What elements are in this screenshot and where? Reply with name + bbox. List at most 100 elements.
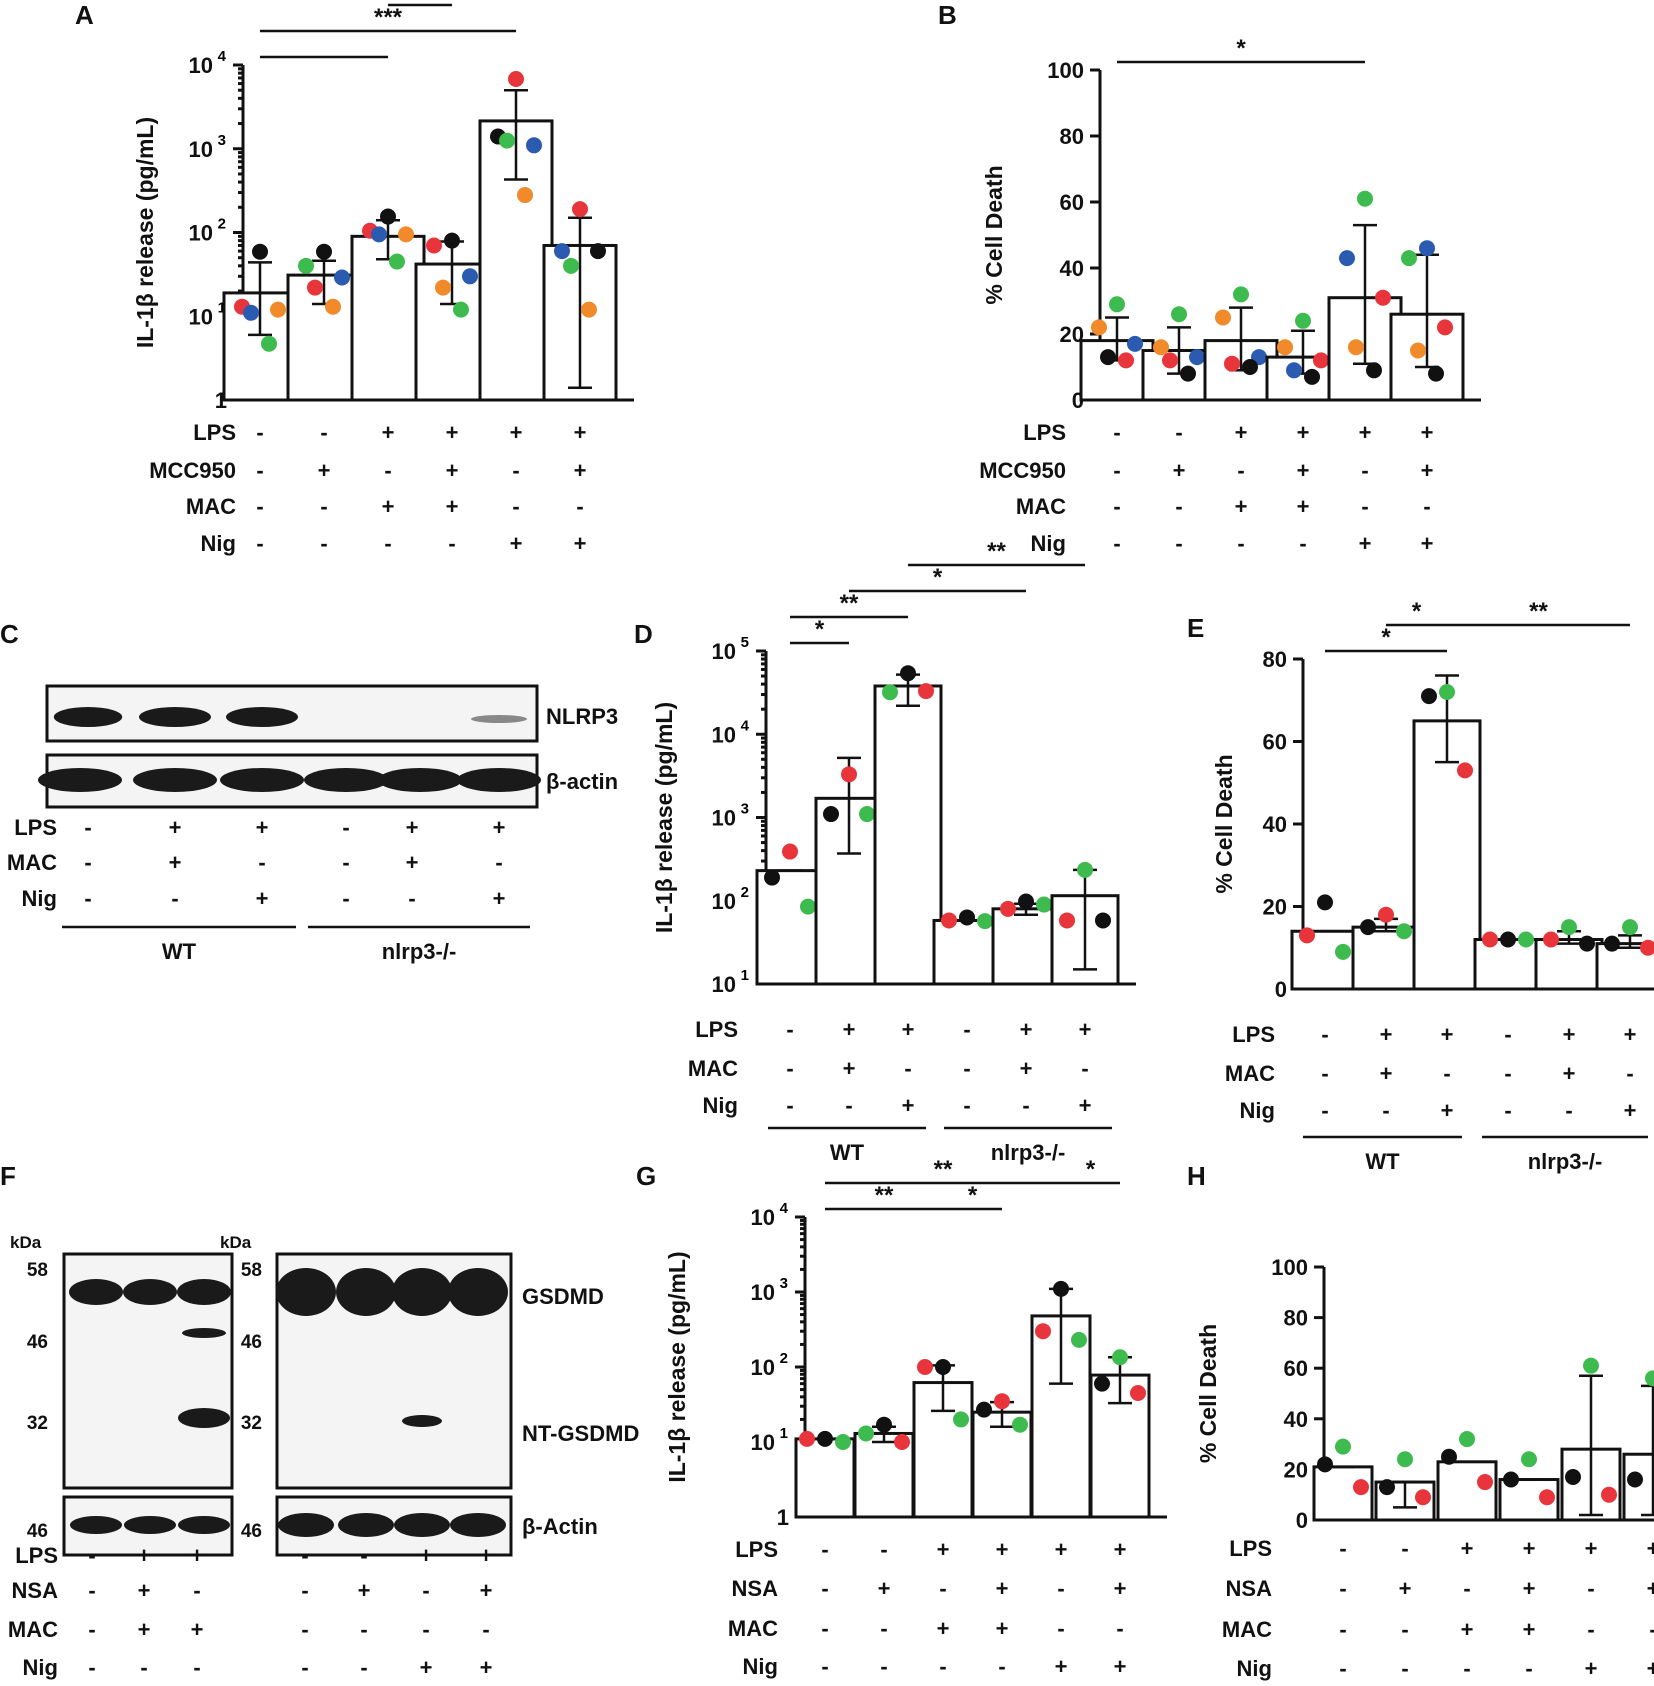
treatment-row-label: LPS [1229,1536,1272,1561]
significance-label: * [968,1182,978,1209]
data-point [1215,309,1231,326]
y-tick-exponent: 2 [218,216,226,233]
data-point [581,301,597,318]
panel-label-H: H [1187,1161,1206,1191]
treatment-row-label: MAC [7,850,57,875]
y-tick-label: 10 [189,137,213,162]
treatment-sign: - [939,1654,946,1679]
group-wt-E-label: WT [1365,1149,1400,1174]
group-ko-E-label: nlrp3-/- [1528,1149,1603,1174]
treatment-sign: + [169,850,182,875]
treatment-sign: - [448,531,455,556]
data-point [526,137,542,154]
y-tick-exponent: 1 [741,967,749,984]
kda-title: kDa [10,1233,42,1252]
treatment-sign: - [1587,1617,1594,1642]
kda-mark: 32 [27,1413,48,1434]
y-tick-exponent: 1 [218,299,226,316]
kda-mark: 46 [27,1521,48,1542]
y-axis-title: % Cell Death [1211,754,1237,893]
treatment-sign: + [1359,531,1372,556]
kda-mark: 58 [27,1260,48,1281]
data-point [1518,931,1534,948]
data-point [935,1359,951,1375]
treatment-sign: - [1401,1536,1408,1561]
treatment-sign: + [446,458,459,483]
treatment-sign: - [1504,1098,1511,1123]
treatment-sign: + [1585,1656,1598,1681]
treatment-row-label: MAC [8,1617,58,1642]
treatment-sign: + [382,420,395,445]
treatment-sign: - [320,494,327,519]
treatment-sign: - [1361,458,1368,483]
data-point [298,257,314,274]
treatment-sign: - [1113,420,1120,445]
data-point [1419,240,1435,257]
y-tick-exponent: 5 [741,634,749,651]
panel-label-F: F [0,1161,16,1191]
treatment-sign: - [1525,1656,1532,1681]
treatment-sign: - [786,1093,793,1118]
treatment-sign: + [382,494,395,519]
bar [873,684,943,986]
treatment-sign: - [1321,1098,1328,1123]
treatment-sign: - [342,850,349,875]
treatment-sign: - [1237,531,1244,556]
treatment-sign: + [574,531,587,556]
treatment-sign: - [256,494,263,519]
treatment-sign: - [360,1617,367,1642]
data-point [1477,1474,1493,1491]
treatment-sign: - [1339,1617,1346,1642]
data-point [1286,362,1302,379]
y-tick-label: 10 [712,972,736,997]
y-tick-exponent: 4 [780,1200,789,1217]
treatment-sign: + [138,1543,151,1568]
treatment-sign: - [258,850,265,875]
y-axis-title: IL-1β release (pg/mL) [664,1251,690,1482]
bar [755,869,825,986]
treatment-sign: + [574,458,587,483]
data-point [1543,931,1559,948]
treatment-sign: - [301,1578,308,1603]
treatment-sign: + [446,494,459,519]
data-point [1339,250,1355,267]
treatment-sign: + [1079,1017,1092,1042]
data-point [1095,912,1111,929]
bar [350,234,426,402]
treatment-sign: + [996,1616,1009,1641]
bar [932,918,1002,986]
data-point [1579,935,1595,952]
y-tick-label: 80 [1284,1306,1308,1331]
treatment-sign: + [1523,1536,1536,1561]
treatment-sign: - [512,494,519,519]
treatment-table-A: LPS - - + + + +MCC950- + - + - +MAC - - + + - -Nig - - - - + + [149,420,586,556]
treatment-sign: + [493,815,506,840]
data-point [1565,1468,1581,1485]
treatment-sign: + [1297,420,1310,445]
data-point [334,269,350,286]
data-point [1521,1451,1537,1468]
treatment-sign: - [301,1617,308,1642]
data-point [823,806,839,823]
data-point [1162,352,1178,369]
treatment-sign: + [510,420,523,445]
data-point [876,1416,892,1433]
actin-band [457,768,541,792]
data-point [1539,1489,1555,1506]
data-point [953,1411,969,1428]
treatment-row-label: LPS [1023,420,1066,445]
treatment-sign: - [88,1617,95,1642]
data-point [1335,1438,1351,1455]
treatment-sign: + [1020,1017,1033,1042]
panel-label-E: E [1187,613,1204,643]
gsdmd-band [448,1268,508,1316]
treatment-sign: - [1321,1061,1328,1086]
data-point [1561,919,1577,936]
data-point [1640,939,1654,956]
blot-label: NT-GSDMD [522,1421,639,1446]
data-point [1397,1451,1413,1468]
panel-label-C: C [0,619,19,649]
treatment-sign: + [1235,420,1248,445]
data-point [1428,365,1444,382]
kda-title: kDa [220,1233,252,1252]
